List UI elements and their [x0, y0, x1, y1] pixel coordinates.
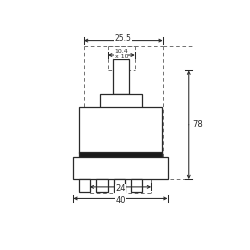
Bar	[114, 178, 125, 192]
Bar	[100, 94, 141, 108]
Bar	[79, 152, 162, 158]
Text: 10.4: 10.4	[114, 49, 128, 54]
Bar	[113, 59, 129, 94]
Text: 25.5: 25.5	[115, 34, 132, 42]
Bar	[79, 107, 162, 153]
Text: 40: 40	[115, 196, 126, 205]
Text: 78: 78	[192, 120, 203, 129]
Bar	[79, 178, 90, 192]
Text: 24: 24	[115, 184, 126, 193]
Bar	[131, 178, 142, 192]
Text: x 10: x 10	[115, 54, 128, 59]
Bar	[73, 157, 168, 179]
Bar	[96, 178, 108, 192]
